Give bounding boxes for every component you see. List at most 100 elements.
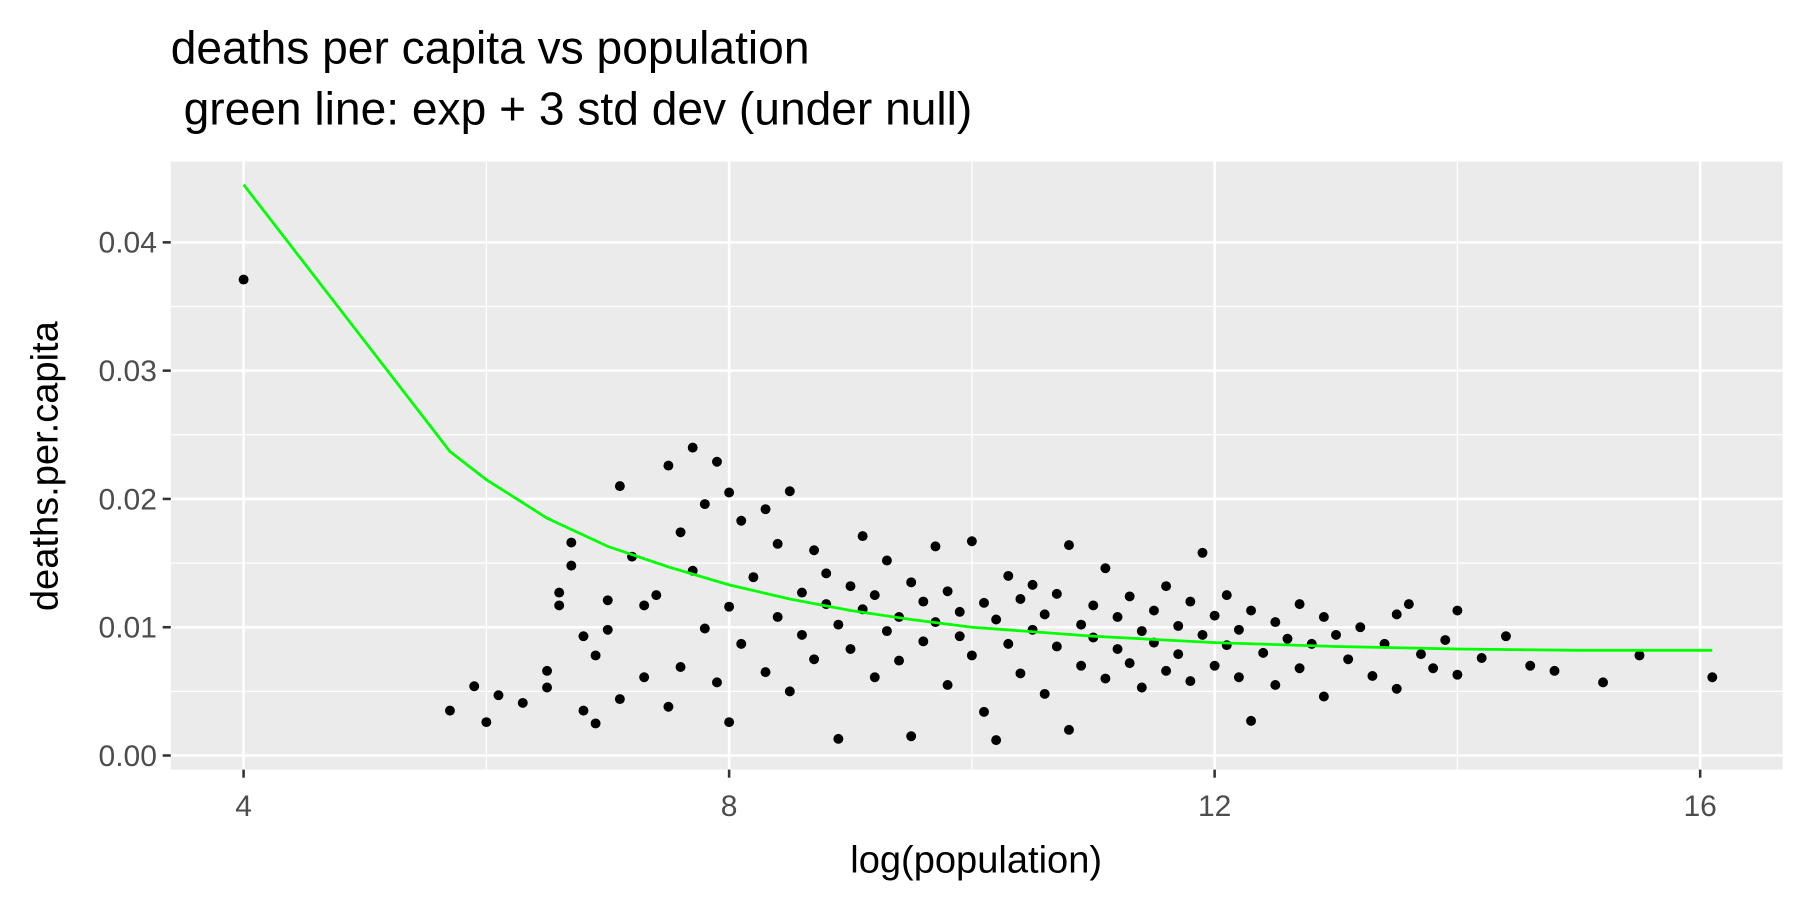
scatter-point xyxy=(1367,671,1378,681)
scatter-point xyxy=(821,568,832,579)
scatter-point xyxy=(772,611,783,622)
scatter-point xyxy=(857,531,868,542)
scatter-point xyxy=(602,624,613,635)
scatter-point xyxy=(724,601,735,612)
scatter-point xyxy=(1294,599,1305,610)
scatter-point xyxy=(1343,654,1354,665)
x-tick-label: 16 xyxy=(1683,790,1716,823)
threshold-line xyxy=(242,183,1713,652)
chart-subtitle: green line: exp + 3 std dev (under null) xyxy=(171,83,973,135)
plot-panel xyxy=(170,161,1783,770)
scatter-point xyxy=(1100,563,1111,574)
scatter-point xyxy=(966,650,977,661)
scatter-point xyxy=(809,545,820,556)
scatter-point xyxy=(1112,611,1123,622)
x-tick-label: 8 xyxy=(721,790,738,823)
scatter-point xyxy=(1525,660,1536,671)
scatter-point xyxy=(1136,626,1147,637)
scatter-point xyxy=(493,690,504,701)
scatter-point xyxy=(1634,650,1645,661)
scatter-point xyxy=(1064,540,1074,551)
scatter-point xyxy=(1258,647,1269,658)
scatter-point xyxy=(554,600,565,611)
scatter-point xyxy=(1246,605,1257,616)
scatter-point xyxy=(833,733,844,744)
scatter-point xyxy=(796,587,807,598)
scatter-point xyxy=(1391,683,1402,694)
scatter-point xyxy=(1124,658,1135,669)
scatter-point xyxy=(1282,633,1293,644)
scatter-point xyxy=(614,694,625,705)
scatter-point xyxy=(1318,691,1329,702)
scatter-point xyxy=(736,638,747,649)
scatter-point xyxy=(1440,635,1451,646)
scatter-point xyxy=(1452,605,1463,616)
scatter-point xyxy=(930,541,941,552)
scatter-point xyxy=(1500,631,1511,642)
x-tick-label: 4 xyxy=(235,790,252,823)
scatter-point xyxy=(1391,609,1402,620)
scatter-point xyxy=(1051,588,1062,599)
scatter-point xyxy=(1416,649,1426,660)
scatter-point xyxy=(712,456,722,467)
scatter-point xyxy=(517,697,528,708)
scatter-point xyxy=(1270,679,1281,690)
scatter-point xyxy=(1015,668,1026,679)
scatter-point xyxy=(906,577,917,588)
scatter-point xyxy=(1318,611,1329,622)
x-tick-label: 12 xyxy=(1198,790,1231,823)
scatter-point xyxy=(578,705,589,716)
scatter-point xyxy=(590,718,601,729)
scatter-point xyxy=(748,572,759,583)
scatter-point xyxy=(590,650,601,661)
scatter-point xyxy=(1233,672,1244,683)
scatter-point xyxy=(918,636,929,647)
scatter-point xyxy=(1294,663,1305,674)
scatter-point xyxy=(1476,653,1487,663)
chart-title: deaths per capita vs population xyxy=(171,21,810,73)
scatter-point xyxy=(578,631,589,642)
scatter-point xyxy=(238,274,249,285)
scatter-point xyxy=(1088,600,1099,611)
scatter-point xyxy=(1185,676,1196,687)
y-tick-label: 0.00 xyxy=(99,740,157,773)
scatter-point xyxy=(1355,622,1366,633)
scatter-point xyxy=(1270,617,1281,628)
scatter-point xyxy=(1306,638,1317,649)
scatter-point xyxy=(1209,610,1220,621)
scatter-point xyxy=(602,595,613,606)
scatter-point xyxy=(1161,665,1172,676)
scatter-point xyxy=(979,706,989,717)
scatter-point xyxy=(639,600,650,611)
scatter-point xyxy=(1015,594,1026,604)
scatter-point xyxy=(663,460,674,471)
scatter-point xyxy=(954,631,965,642)
scatter-point xyxy=(1403,599,1414,610)
scatter-point xyxy=(1039,688,1050,699)
y-tick-label: 0.01 xyxy=(99,612,157,645)
scatter-point xyxy=(1197,629,1208,640)
scatter-point xyxy=(699,499,710,510)
scatter-point xyxy=(1148,605,1159,616)
scatter-point xyxy=(1076,660,1087,671)
scatter-point xyxy=(881,555,892,566)
scatter-point xyxy=(736,515,747,526)
scatter-point xyxy=(1452,669,1463,680)
scatter-point xyxy=(469,681,480,692)
y-tick-label: 0.04 xyxy=(99,227,157,260)
scatter-point xyxy=(1124,591,1135,602)
scatter-point xyxy=(444,705,455,716)
scatter-point xyxy=(1197,547,1208,558)
scatter-point xyxy=(760,504,771,515)
scatter-point xyxy=(991,614,1002,625)
scatter-point xyxy=(869,590,880,601)
scatter-point xyxy=(542,682,553,693)
scatter-point xyxy=(1209,660,1220,671)
scatter-point xyxy=(772,538,783,549)
scatter-point xyxy=(1707,672,1718,683)
y-tick-label: 0.02 xyxy=(99,483,157,516)
scatter-point xyxy=(481,717,492,728)
x-axis-title: log(population) xyxy=(850,839,1102,881)
